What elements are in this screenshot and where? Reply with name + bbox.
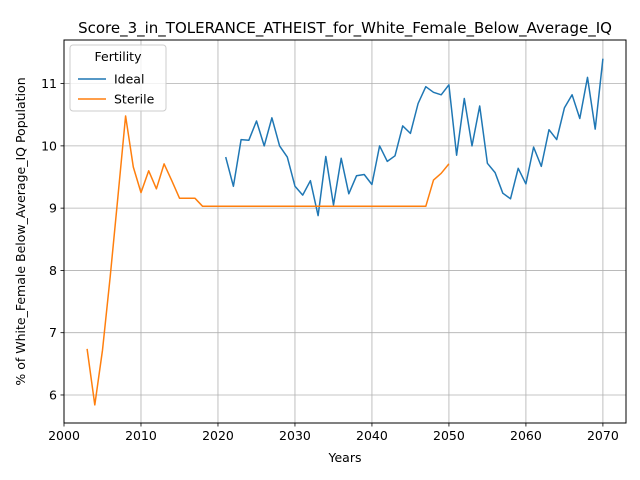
y-tick-label: 7 xyxy=(49,325,57,340)
legend-label-sterile: Sterile xyxy=(114,92,155,107)
series-layer xyxy=(86,58,604,406)
x-tick-label: 2000 xyxy=(48,428,80,443)
y-tick-label: 10 xyxy=(41,138,57,153)
x-tick-label: 2050 xyxy=(433,428,465,443)
x-tick-label: 2030 xyxy=(279,428,311,443)
legend: Fertility Ideal Sterile xyxy=(69,44,167,112)
x-tick-label: 2070 xyxy=(587,428,619,443)
x-tick-label: 2060 xyxy=(510,428,542,443)
y-tick-label: 11 xyxy=(41,76,57,91)
y-tick-label: 8 xyxy=(49,263,57,278)
grid xyxy=(63,40,626,423)
legend-label-ideal: Ideal xyxy=(114,72,144,87)
axis-ticks: 2000 2010 2020 2030 2040 2050 2060 2070 6 7 8 9 10 11 xyxy=(41,76,619,443)
y-axis-label: % of White_Female Below_Average_IQ Popul… xyxy=(13,77,28,385)
y-tick-label: 9 xyxy=(49,201,57,216)
legend-box xyxy=(69,44,167,112)
legend-title: Fertility xyxy=(95,49,143,64)
x-tick-label: 2040 xyxy=(356,428,388,443)
x-axis-label: Years xyxy=(328,450,362,465)
plot-frame xyxy=(63,39,627,424)
chart-title: Score_3_in_TOLERANCE_ATHEIST_for_White_F… xyxy=(78,19,612,38)
x-tick-label: 2010 xyxy=(125,428,157,443)
y-tick-label: 6 xyxy=(49,387,57,402)
x-tick-label: 2020 xyxy=(202,428,234,443)
series-line-sterile xyxy=(86,115,450,406)
series-line-ideal xyxy=(224,58,604,217)
